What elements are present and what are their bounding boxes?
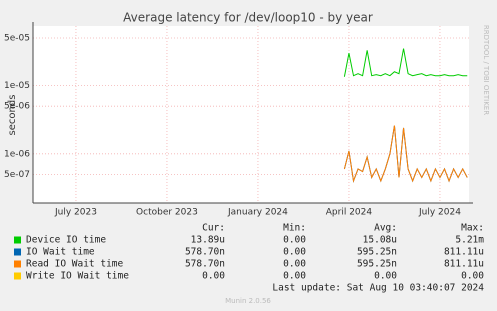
y-axis-label: seconds	[7, 95, 18, 136]
legend-value: 578.70n	[185, 247, 225, 258]
legend-swatch	[14, 248, 21, 256]
legend-value: 811.11u	[444, 259, 484, 270]
legend-label: Read IO Wait time	[26, 259, 124, 270]
legend-header: Avg:	[374, 223, 397, 234]
footer: Munin 2.0.56	[225, 297, 271, 305]
legend-swatch	[14, 272, 21, 280]
plot-area	[33, 26, 469, 203]
y-tick-label: 1e-05	[4, 81, 30, 91]
series-line	[343, 125, 468, 183]
legend-header: Min:	[283, 223, 306, 234]
legend-header: Cur:	[202, 223, 225, 234]
y-tick-label: 1e-06	[4, 149, 30, 159]
legend-value: 0.00	[283, 235, 306, 246]
legend-value: 0.00	[283, 271, 306, 282]
legend-value: 0.00	[202, 271, 225, 282]
x-tick-label: October 2023	[136, 208, 198, 218]
legend-label: IO Wait time	[26, 247, 95, 258]
legend-label: Write IO Wait time	[26, 271, 129, 282]
legend-value: 0.00	[283, 247, 306, 258]
x-tick-label: April 2024	[326, 208, 373, 218]
last-update: Last update: Sat Aug 10 03:40:07 2024	[272, 283, 484, 294]
legend-value: 0.00	[283, 259, 306, 270]
side-label: RRDTOOL / TOBI OETIKER	[482, 25, 490, 115]
legend-swatch	[14, 236, 21, 244]
x-tick-label: January 2024	[227, 208, 288, 218]
legend-value: 811.11u	[444, 247, 484, 258]
legend-value: 595.25n	[357, 247, 397, 258]
y-tick-label: 5e-05	[4, 34, 30, 44]
chart-title: Average latency for /dev/loop10 - by yea…	[123, 11, 373, 25]
legend-label: Device IO time	[26, 235, 106, 246]
legend-value: 0.00	[374, 271, 397, 282]
legend-swatch	[14, 260, 21, 268]
series-line	[343, 48, 468, 77]
x-tick-label: July 2024	[418, 208, 461, 218]
y-tick-label: 5e-06	[4, 102, 30, 112]
legend-value: 13.89u	[191, 235, 225, 246]
x-tick-label: July 2023	[54, 208, 97, 218]
legend-value: 0.00	[461, 271, 484, 282]
legend-value: 578.70n	[185, 259, 225, 270]
legend-header: Max:	[461, 223, 484, 234]
legend-value: 5.21m	[455, 235, 484, 246]
legend-value: 595.25n	[357, 259, 397, 270]
y-tick-label: 5e-07	[4, 170, 30, 180]
legend-value: 15.08u	[363, 235, 397, 246]
